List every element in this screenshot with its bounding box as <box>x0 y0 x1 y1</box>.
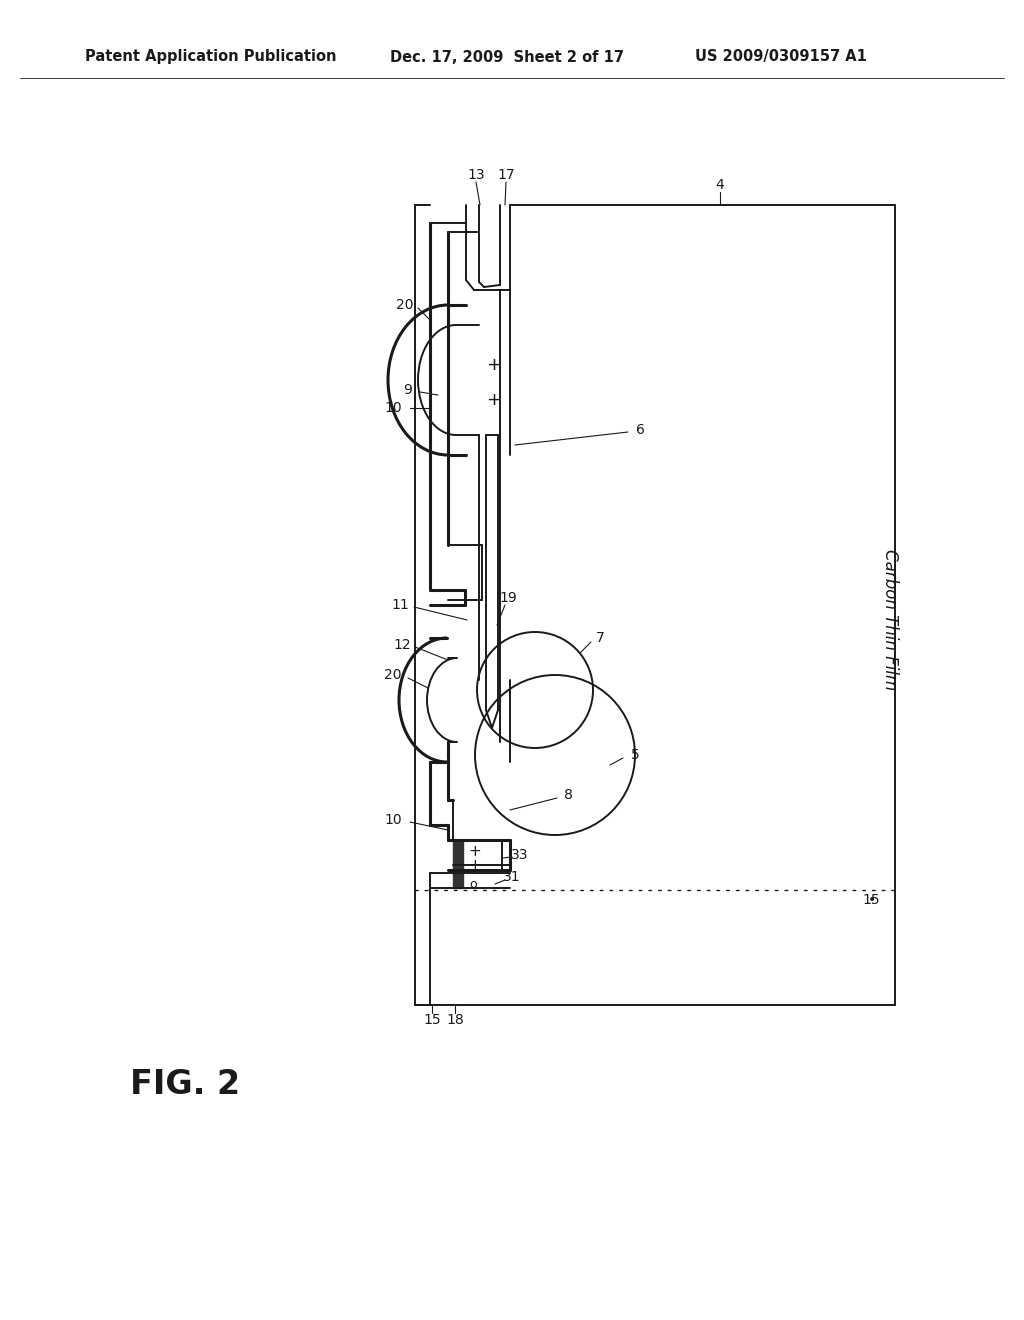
Text: 33: 33 <box>511 847 528 862</box>
Text: 31: 31 <box>503 870 521 884</box>
Text: 7: 7 <box>596 631 604 645</box>
Text: 15: 15 <box>862 894 880 907</box>
Text: Patent Application Publication: Patent Application Publication <box>85 49 337 65</box>
Text: US 2009/0309157 A1: US 2009/0309157 A1 <box>695 49 867 65</box>
Text: 19: 19 <box>499 591 517 605</box>
Text: +: + <box>486 356 502 374</box>
Text: 13: 13 <box>467 168 484 182</box>
Text: 17: 17 <box>498 168 515 182</box>
Text: 20: 20 <box>396 298 414 312</box>
Text: FIG. 2: FIG. 2 <box>130 1068 240 1101</box>
Text: +: + <box>469 845 481 859</box>
Text: 8: 8 <box>563 788 572 803</box>
Text: +: + <box>469 858 481 874</box>
Text: 9: 9 <box>403 383 413 397</box>
Text: 20: 20 <box>384 668 401 682</box>
Text: 10: 10 <box>384 813 401 828</box>
Text: +: + <box>486 391 502 409</box>
Text: 6: 6 <box>636 422 644 437</box>
Text: o: o <box>469 879 477 891</box>
Text: 5: 5 <box>631 748 639 762</box>
Text: 18: 18 <box>446 1012 464 1027</box>
Text: 10: 10 <box>384 401 401 414</box>
Text: 12: 12 <box>393 638 411 652</box>
Text: 4: 4 <box>716 178 724 191</box>
Text: Carbon Thin Film: Carbon Thin Film <box>881 549 899 690</box>
Text: Dec. 17, 2009  Sheet 2 of 17: Dec. 17, 2009 Sheet 2 of 17 <box>390 49 624 65</box>
Text: 11: 11 <box>391 598 409 612</box>
Text: •: • <box>868 894 877 907</box>
Text: 15: 15 <box>423 1012 440 1027</box>
